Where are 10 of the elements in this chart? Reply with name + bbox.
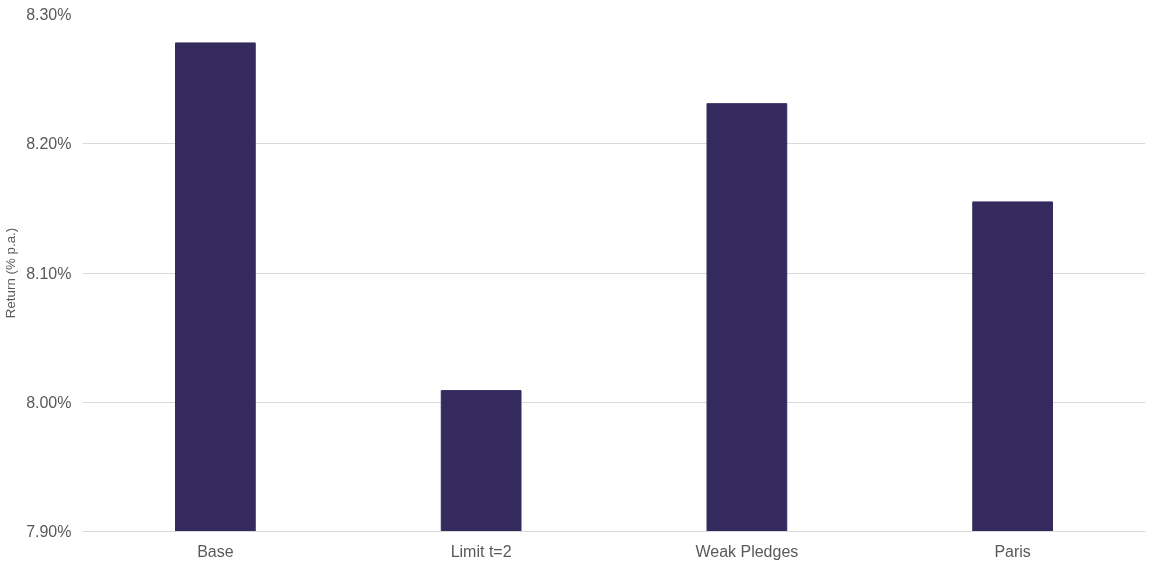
y-tick-label: 8.10% <box>26 264 72 282</box>
y-tick-label: 8.30% <box>26 6 72 23</box>
y-tick-label: 8.20% <box>26 135 72 153</box>
x-tick-label: Paris <box>994 542 1031 560</box>
x-tick-label: Limit t=2 <box>450 542 512 560</box>
y-axis-title: Return (% p.a.) <box>3 227 19 319</box>
x-tick-label: Base <box>197 542 234 560</box>
x-tick-label: Weak Pledges <box>695 542 799 560</box>
y-tick-label: 8.00% <box>26 393 72 411</box>
y-tick-label: 7.90% <box>26 523 72 540</box>
